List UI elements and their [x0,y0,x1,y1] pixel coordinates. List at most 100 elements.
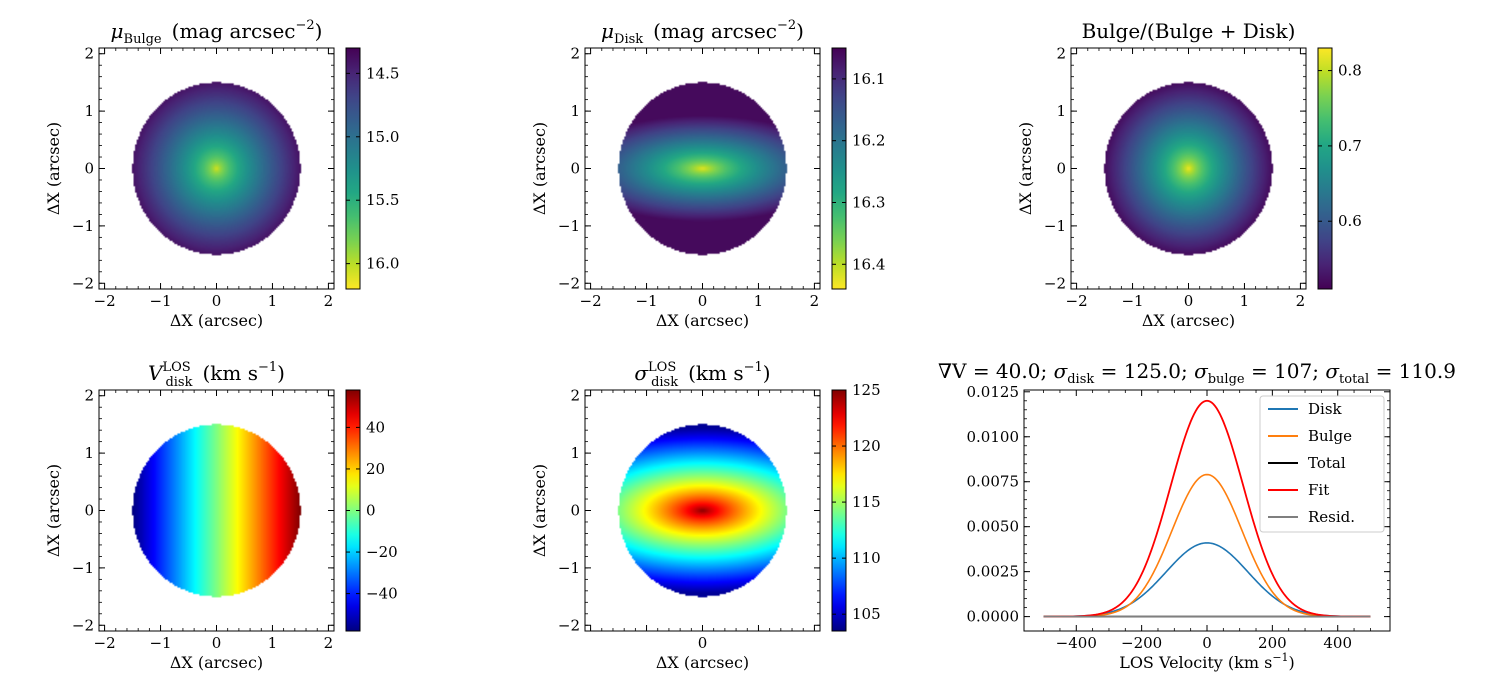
x-tick-label: 0 [1184,292,1194,310]
y-tick-label: 1 [570,444,580,462]
panel-title: μBulge (mag arcsec−2) [111,18,323,47]
colorbar-tick-label: 15.0 [366,128,399,146]
y-tick-label: −2 [72,616,94,634]
colorbar [832,48,846,289]
panel-title: ∇V = 40.0; σdisk = 125.0; σbulge = 107; … [938,359,1456,387]
y-tick-label: 0 [570,502,580,520]
x-tick-label: −1 [635,292,657,310]
panel-title: σLOS disk (km s−1) [634,360,770,390]
colorbar-tick-label: 14.5 [366,64,399,82]
y-tick-label: −2 [72,274,94,292]
x-axis-label: ΔX (arcsec) [656,653,749,672]
x-tick-label: 0 [212,292,222,310]
map-image [585,48,820,289]
legend-label: Fit [1308,481,1329,499]
colorbar-tick-label: 115 [852,493,881,511]
y-tick-label: 1 [84,444,94,462]
x-tick-label: 400 [1323,634,1352,652]
y-tick-label: 1 [570,102,580,120]
x-tick-label: 2 [1296,292,1306,310]
series-line-bulge [1043,473,1371,618]
colorbar-tick-label: −20 [366,543,398,561]
x-tick-label: 2 [810,292,820,310]
colorbar-tick-label: 105 [852,605,881,623]
y-tick-label: 0.0000 [967,608,1020,626]
colorbar-tick-label: 16.0 [366,255,399,273]
y-axis-label: ΔX (arcsec) [44,122,63,215]
y-tick-label: 1 [84,102,94,120]
x-tick-label: 0 [1202,634,1212,652]
colorbar-tick-label: 15.5 [366,191,399,209]
y-tick-label: 0.0125 [967,383,1020,401]
y-axis-label: ΔX (arcsec) [530,122,549,215]
x-tick-label: −2 [94,634,116,652]
y-tick-label: 2 [84,45,94,63]
y-tick-label: 2 [570,45,580,63]
y-tick-label: −2 [1044,274,1066,292]
colorbar-tick-label: 110 [852,549,881,567]
map-image [99,48,334,289]
y-axis-label: ΔX (arcsec) [530,464,549,557]
colorbar-frame [831,389,847,632]
x-tick-label: −2 [1066,292,1088,310]
x-tick-label: 1 [268,292,278,310]
x-tick-label: 1 [1240,292,1250,310]
y-tick-label: 0.0075 [967,473,1020,491]
y-tick-label: 0 [1056,160,1066,178]
y-tick-label: −1 [1044,217,1066,235]
y-tick-label: −1 [558,559,580,577]
x-axis-label: ΔX (arcsec) [170,311,263,330]
colorbar-tick-label: 0.8 [1338,62,1362,80]
y-tick-label: 0 [84,160,94,178]
y-tick-label: 2 [84,387,94,405]
x-tick-label: 1 [268,634,278,652]
x-tick-label: 0 [698,634,708,652]
x-tick-label: 2 [324,634,334,652]
panel-title: Bulge/(Bulge + Disk) [1082,19,1296,43]
x-tick-label: 0 [698,292,708,310]
x-tick-label: 200 [1258,634,1287,652]
colorbar-tick-label: 125 [852,381,881,399]
colorbar-tick-label: 16.2 [852,132,885,150]
y-tick-label: −2 [558,616,580,634]
legend-label: Resid. [1308,508,1355,526]
legend-label: Disk [1308,400,1343,418]
y-axis-label: ΔX (arcsec) [1016,122,1035,215]
colorbar-tick-label: 16.3 [852,193,885,211]
x-axis-label: LOS Velocity (km s−1) [1119,651,1295,672]
y-tick-label: −2 [558,274,580,292]
x-tick-label: −2 [580,292,602,310]
legend-label: Total [1308,454,1346,472]
panel-title: μDisk (mag arcsec−2) [601,18,804,47]
colorbar-tick-label: 0 [366,502,376,520]
y-tick-label: 0.0050 [967,518,1020,536]
map-image [99,390,334,631]
y-tick-label: −1 [558,217,580,235]
legend [1259,395,1385,533]
x-tick-label: 2 [324,292,334,310]
x-tick-label: 1 [754,292,764,310]
x-tick-label: −2 [94,292,116,310]
x-tick-label: −1 [149,292,171,310]
colorbar [1318,48,1332,289]
map-image [1071,48,1306,289]
colorbar [346,48,360,289]
colorbar-frame [1317,47,1333,290]
colorbar-frame [345,47,361,290]
series-line-fit [1043,399,1371,618]
y-tick-label: 0 [84,502,94,520]
panel-title: VLOS disk (km s−1) [148,360,285,390]
colorbar-tick-label: 0.6 [1338,212,1362,230]
x-axis-label: ΔX (arcsec) [656,311,749,330]
colorbar-tick-label: 40 [366,418,385,436]
y-tick-label: −1 [72,217,94,235]
y-tick-label: 2 [570,387,580,405]
x-axis-label: ΔX (arcsec) [170,653,263,672]
colorbar-frame [831,47,847,290]
x-axis-label: ΔX (arcsec) [1142,311,1235,330]
x-tick-label: −1 [1121,292,1143,310]
x-tick-label: 0 [212,634,222,652]
y-tick-label: 0 [570,160,580,178]
x-tick-label: −400 [1056,634,1097,652]
